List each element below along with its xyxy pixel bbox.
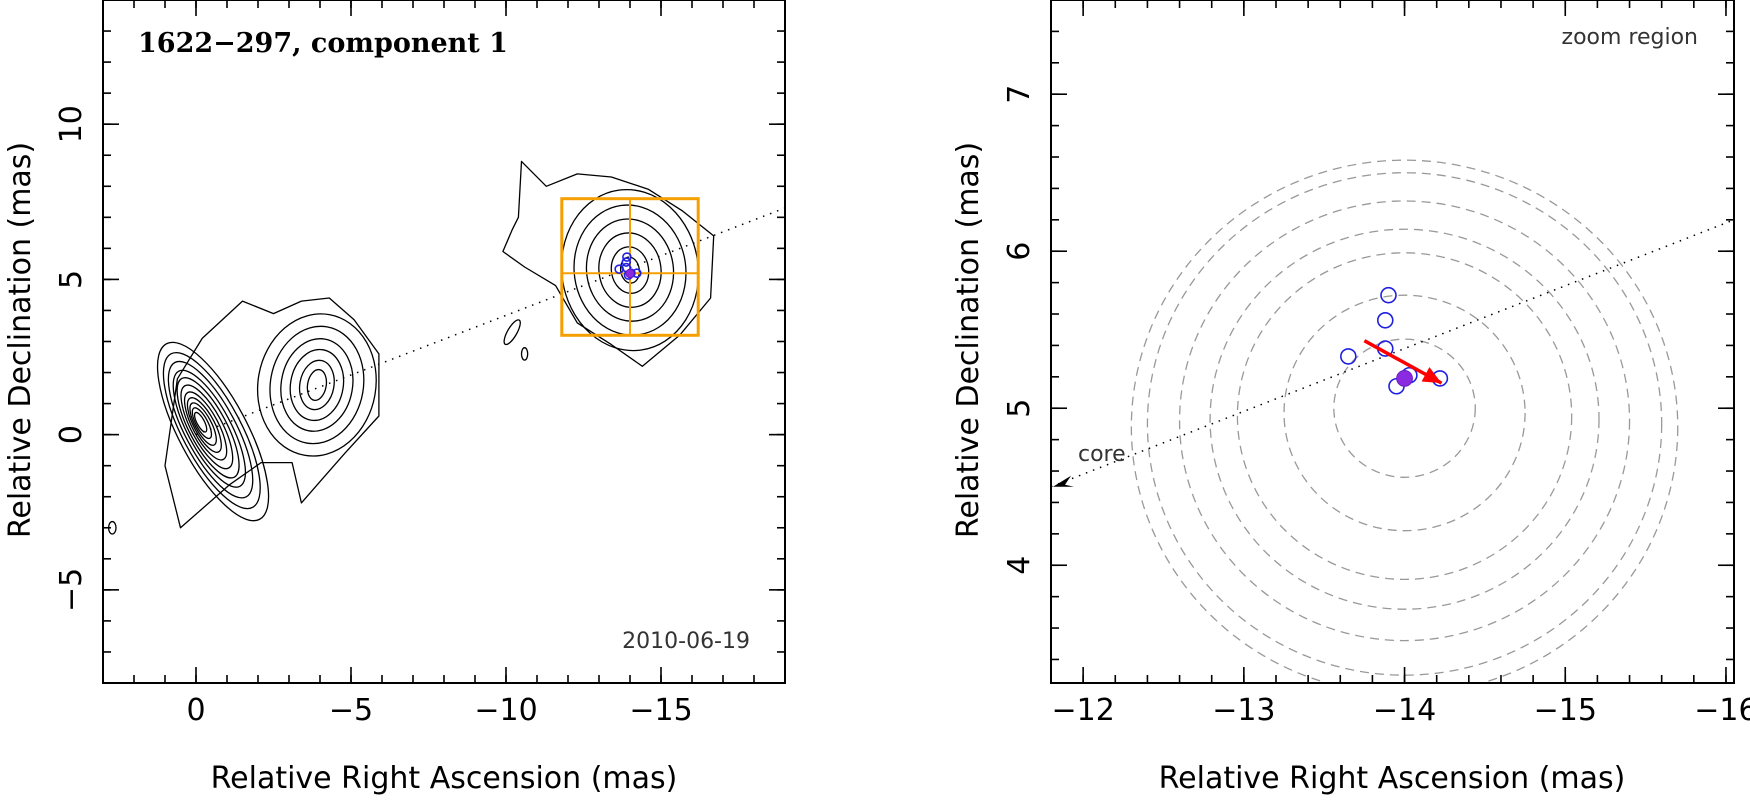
core-contour xyxy=(172,369,247,488)
y-tick-label: 7 xyxy=(1002,85,1037,104)
component-markers-zoom xyxy=(1053,286,1449,487)
uncertainty-circle xyxy=(1178,200,1631,642)
y-tick-label: 10 xyxy=(54,105,89,143)
core-contour xyxy=(193,411,208,433)
core-contour xyxy=(183,391,228,461)
velocity-arrowhead xyxy=(1421,367,1442,384)
x-axis-label-left: Relative Right Ascension (mas) xyxy=(211,761,678,796)
component-marker xyxy=(1380,286,1397,304)
jet-contours xyxy=(107,160,715,535)
x-tick-label: −16 xyxy=(1694,693,1750,728)
uncertainty-circle xyxy=(1130,159,1679,683)
right-panel: −12 −13 −14 −15 −16 4 5 6 7 zoom region core Rel… xyxy=(951,0,1750,796)
y-tick-label: −5 xyxy=(54,568,89,612)
current-component-marker xyxy=(625,268,635,279)
epoch-label: 2010-06-19 xyxy=(622,629,750,654)
core-contour xyxy=(162,351,261,510)
y-tick-label: 6 xyxy=(1002,242,1037,261)
jet-contour xyxy=(164,297,380,529)
x-tick-label: −5 xyxy=(329,693,373,728)
core-contour xyxy=(176,377,240,479)
x-tick-label: −10 xyxy=(474,693,537,728)
core-direction-arrowhead xyxy=(1053,475,1074,487)
left-axis-ticks: 0 −5 −10 −15 −5 0 5 10 xyxy=(54,0,786,728)
core-contour xyxy=(156,341,270,522)
uncertainty-circle xyxy=(1146,172,1663,676)
component-marker xyxy=(1340,348,1357,365)
component-marker xyxy=(621,257,632,267)
uncertainty-circle xyxy=(1209,228,1600,610)
core-contour xyxy=(189,402,217,446)
jet-knot-contour xyxy=(298,359,335,411)
current-component-marker xyxy=(1396,370,1413,387)
knot-inner-contour xyxy=(585,218,675,322)
ridge-line-zoom xyxy=(1051,219,1734,488)
x-tick-label: −13 xyxy=(1212,693,1275,728)
jet-knot-contour xyxy=(256,313,377,457)
knot-contour xyxy=(502,160,715,367)
jet-knot-contour xyxy=(280,338,354,432)
y-tick-label: 5 xyxy=(54,270,89,289)
core-contour xyxy=(186,397,222,453)
core-label: core xyxy=(1078,442,1126,467)
isolated-contour xyxy=(520,347,529,361)
x-tick-label: −15 xyxy=(1534,693,1597,728)
left-panel: 0 −5 −10 −15 −5 0 5 10 1622−297, component 1 20… xyxy=(3,0,786,796)
x-tick-label: 0 xyxy=(186,693,205,728)
y-tick-label: 5 xyxy=(1002,399,1037,418)
y-axis-label-left: Relative Declination (mas) xyxy=(3,142,38,538)
ridge-line xyxy=(195,207,785,436)
zoom-region-label: zoom region xyxy=(1562,25,1698,50)
core-contour xyxy=(180,384,234,470)
uncertainty-circle xyxy=(1236,252,1573,581)
jet-knot-contour xyxy=(306,368,328,401)
isolated-contour xyxy=(503,319,521,346)
x-tick-label: −15 xyxy=(629,693,692,728)
jet-knot-contour xyxy=(289,348,345,422)
plot-frame-left xyxy=(102,0,786,684)
uncertainty-circle xyxy=(1283,294,1526,532)
knot-inner-contour xyxy=(619,256,641,284)
uncertainty-circle xyxy=(1333,338,1476,478)
y-tick-label: 4 xyxy=(1002,556,1037,575)
component-markers xyxy=(614,252,642,280)
x-axis-label-right: Relative Right Ascension (mas) xyxy=(1159,761,1626,796)
y-axis-label-right: Relative Declination (mas) xyxy=(951,142,986,538)
component-marker xyxy=(1376,312,1394,329)
chart-title: 1622−297, component 1 xyxy=(138,28,508,59)
plot-frame-right xyxy=(1050,0,1735,684)
knot-inner-contour xyxy=(598,232,662,308)
x-tick-label: −12 xyxy=(1051,693,1114,728)
x-tick-label: −14 xyxy=(1373,693,1436,728)
right-axis-ticks: −12 −13 −14 −15 −16 4 5 6 7 xyxy=(1002,0,1750,728)
uncertainty-circles xyxy=(1130,159,1679,683)
core-contour xyxy=(167,360,254,499)
core-contour xyxy=(191,407,213,440)
y-tick-label: 0 xyxy=(54,425,89,444)
jet-knot-contour xyxy=(269,325,365,445)
component-marker xyxy=(622,252,632,262)
